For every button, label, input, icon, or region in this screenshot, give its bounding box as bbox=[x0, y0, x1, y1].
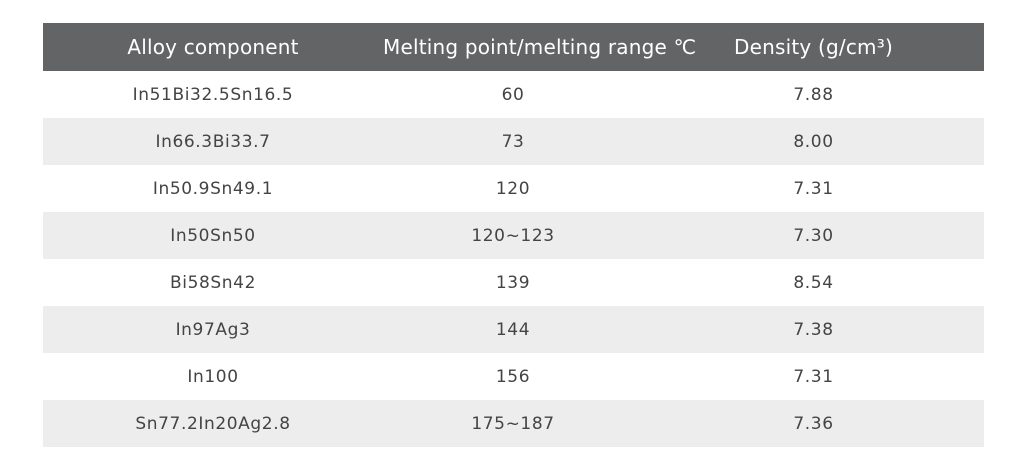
melting-point-cell: 156 bbox=[495, 366, 531, 387]
table-row: In97Ag3 144 7.38 bbox=[43, 306, 984, 353]
alloy-cell: In50.9Sn49.1 bbox=[152, 178, 274, 199]
alloy-cell: In66.3Bi33.7 bbox=[155, 131, 271, 152]
table-header-row: Alloy component Melting point/melting ra… bbox=[43, 23, 984, 71]
density-cell: 8.54 bbox=[793, 272, 834, 293]
density-cell: 7.38 bbox=[793, 319, 834, 340]
alloy-cell: Sn77.2In20Ag2.8 bbox=[135, 413, 291, 434]
table-row: In50Sn50 120~123 7.30 bbox=[43, 212, 984, 259]
header-density: Density (g/cm³) bbox=[734, 35, 893, 59]
table-row: Bi58Sn42 139 8.54 bbox=[43, 259, 984, 306]
density-cell: 7.30 bbox=[793, 225, 834, 246]
alloy-cell: Bi58Sn42 bbox=[169, 272, 256, 293]
alloy-cell: In100 bbox=[187, 366, 239, 387]
density-cell: 7.31 bbox=[793, 178, 834, 199]
melting-point-cell: 175~187 bbox=[471, 413, 555, 434]
melting-point-cell: 120~123 bbox=[471, 225, 555, 246]
table-row: In100 156 7.31 bbox=[43, 353, 984, 400]
density-cell: 7.31 bbox=[793, 366, 834, 387]
header-alloy-component: Alloy component bbox=[127, 35, 299, 59]
melting-point-cell: 144 bbox=[495, 319, 531, 340]
density-cell: 7.88 bbox=[793, 84, 834, 105]
table-row: Sn77.2In20Ag2.8 175~187 7.36 bbox=[43, 400, 984, 447]
table-row: In51Bi32.5Sn16.5 60 7.88 bbox=[43, 71, 984, 118]
density-cell: 8.00 bbox=[793, 131, 834, 152]
alloy-cell: In50Sn50 bbox=[170, 225, 256, 246]
alloy-cell: In51Bi32.5Sn16.5 bbox=[132, 84, 294, 105]
table-row: In66.3Bi33.7 73 8.00 bbox=[43, 118, 984, 165]
melting-point-cell: 60 bbox=[501, 84, 525, 105]
alloy-table: Alloy component Melting point/melting ra… bbox=[43, 23, 984, 447]
alloy-cell: In97Ag3 bbox=[175, 319, 251, 340]
melting-point-cell: 139 bbox=[495, 272, 531, 293]
table-row: In50.9Sn49.1 120 7.31 bbox=[43, 165, 984, 212]
header-melting-point: Melting point/melting range ℃ bbox=[383, 35, 697, 59]
density-cell: 7.36 bbox=[793, 413, 834, 434]
melting-point-cell: 73 bbox=[501, 131, 525, 152]
melting-point-cell: 120 bbox=[495, 178, 531, 199]
